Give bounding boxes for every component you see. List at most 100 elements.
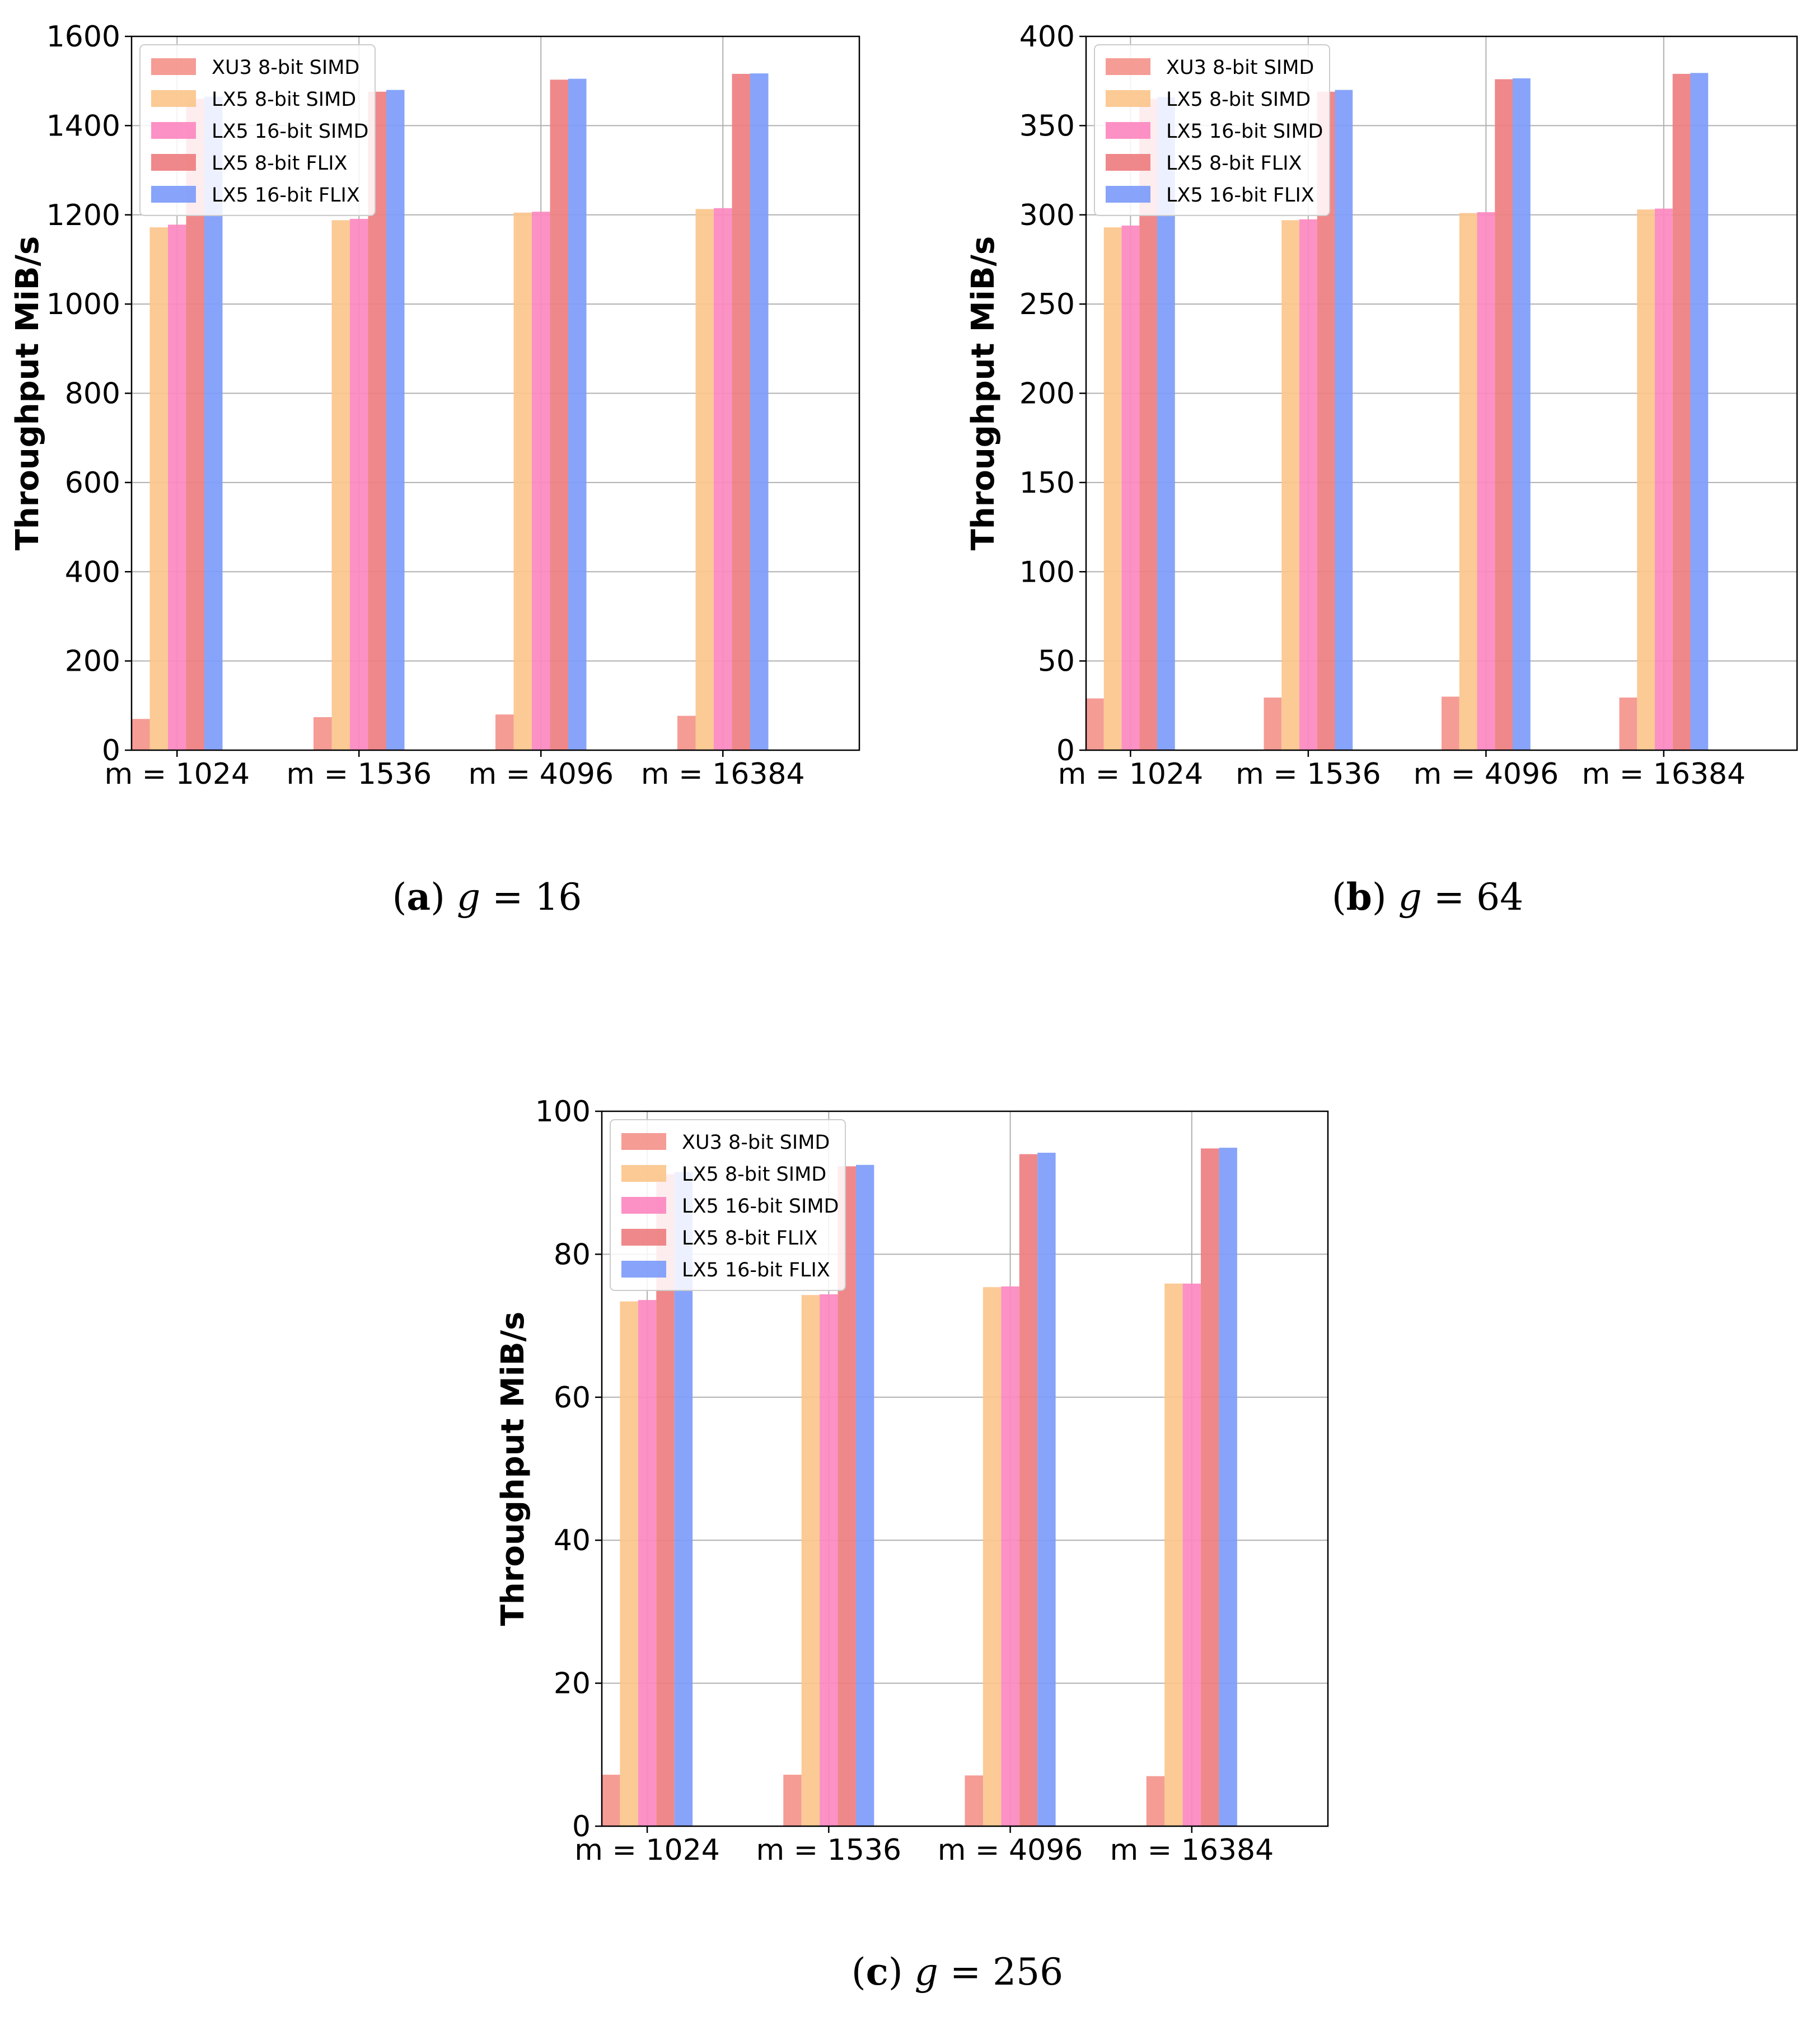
chart-b-caption-value: = 64 [1422, 876, 1523, 919]
chart-b-bar [1335, 90, 1353, 750]
chart-b-bar [1477, 212, 1495, 750]
chart-c-ytick-label: 20 [554, 1667, 591, 1701]
chart-a-ytick-label: 800 [65, 377, 120, 411]
chart-a-caption-var: g [457, 876, 480, 919]
chart-b-ytick-label: 250 [1019, 288, 1075, 321]
chart-c-bar [1201, 1148, 1219, 1826]
chart-a-bar [513, 212, 532, 750]
chart-b-bar [1459, 213, 1477, 750]
chart-b-bar [1513, 78, 1531, 750]
chart-a-bar [532, 212, 550, 750]
chart-c-bar [982, 1287, 1002, 1826]
chart-b-caption-var: g [1398, 876, 1422, 919]
chart-a-legend-label: LX5 8-bit FLIX [212, 152, 348, 175]
chart-b-ytick-label: 0 [1056, 734, 1075, 768]
chart-b-legend-swatch [1106, 122, 1150, 139]
chart-b-legend-label: LX5 16-bit FLIX [1166, 184, 1314, 207]
chart-c-bar [855, 1164, 874, 1826]
chart-b-bar [1672, 73, 1691, 750]
chart-b-xtick-label: m = 1024 [1058, 757, 1204, 791]
chart-c-bar [820, 1294, 838, 1826]
chart-b: 0 50 100 150 200 250 300 350 400 m = 1024 m = 1536… [965, 20, 1798, 919]
chart-c-legend: XU3 8-bit SIMD LX5 8-bit SIMD LX5 16-bit S… [610, 1119, 846, 1291]
chart-a-ylabel: Throughput MiB/s [10, 236, 46, 551]
chart-b-legend-label: LX5 16-bit SIMD [1166, 120, 1323, 143]
chart-b-legend-label: LX5 8-bit SIMD [1166, 88, 1311, 111]
chart-b-ylabel: Throughput MiB/s [965, 236, 1002, 551]
chart-a-xtick-label: m = 16384 [641, 757, 805, 791]
chart-b-xtick-label: m = 1536 [1236, 757, 1381, 791]
chart-a-ytick-label: 1200 [46, 199, 120, 232]
chart-a-bar [495, 714, 514, 750]
chart-b-legend-swatch [1106, 186, 1150, 203]
chart-c-legend-label: LX5 16-bit FLIX [682, 1259, 830, 1281]
chart-a-caption-letter: a [406, 875, 431, 919]
chart-b-xtick-label: m = 4096 [1414, 757, 1559, 791]
chart-c-caption-close: ) [888, 1950, 915, 1994]
chart-a-bar [714, 208, 732, 750]
chart-a-bar [350, 218, 368, 750]
chart-b-caption-letter: b [1346, 875, 1372, 919]
chart-a-legend-swatch [151, 122, 196, 139]
chart-a-legend-label: LX5 16-bit FLIX [212, 184, 360, 207]
chart-a-bar [677, 715, 696, 750]
chart-b-bar [1619, 697, 1637, 750]
chart-c-legend-label: LX5 8-bit FLIX [682, 1227, 818, 1250]
chart-a-legend-swatch [151, 154, 196, 171]
chart-b-legend-frame [1094, 44, 1330, 216]
chart-a-legend-label: LX5 8-bit SIMD [212, 88, 356, 111]
chart-c-legend-swatch [621, 1229, 666, 1246]
chart-a-bar [732, 73, 750, 750]
chart-a-bar [550, 79, 568, 750]
chart-c-bar [602, 1775, 620, 1826]
chart-a-bar [695, 209, 714, 750]
chart-b-ytick-label: 150 [1019, 466, 1075, 500]
chart-b-bar [1442, 696, 1459, 750]
chart-b-ytick-label: 100 [1019, 555, 1075, 589]
chart-c-legend-swatch [621, 1165, 666, 1182]
chart-b-bar [1103, 227, 1122, 750]
chart-a-xtick-label: m = 4096 [468, 757, 614, 791]
chart-c-axes-frame [601, 1110, 1329, 1827]
chart-b-legend-swatch [1106, 154, 1150, 171]
chart-c-bar [1164, 1283, 1183, 1826]
chart-c-caption-var: g [915, 1950, 938, 1994]
chart-a-caption-open: ( [392, 876, 407, 919]
chart-a-ytick-label: 600 [65, 466, 120, 500]
chart-a-caption-value: = 16 [480, 876, 582, 919]
chart-c-xtick-label: m = 1024 [574, 1833, 720, 1867]
chart-a-legend-swatch [151, 186, 196, 203]
chart-c-caption-letter: c [866, 1950, 888, 1994]
chart-a-caption-close: ) [431, 876, 457, 919]
chart-c-legend-frame [610, 1119, 846, 1291]
chart-b-caption: (b) g = 64 [1332, 875, 1523, 919]
chart-a-ytick-label: 200 [65, 645, 120, 679]
chart-a-legend-label: XU3 8-bit SIMD [212, 57, 359, 79]
chart-b-bar [1495, 79, 1513, 750]
chart-c-bar [1001, 1286, 1019, 1826]
chart-c-caption: (c) g = 256 [851, 1950, 1063, 1994]
chart-a-legend-swatch [151, 90, 196, 107]
chart-b-ytick-label: 200 [1019, 377, 1075, 411]
chart-a-xtick-label: m = 1024 [104, 757, 250, 791]
chart-a-caption: (a) g = 16 [392, 875, 582, 919]
chart-c-bar [783, 1775, 802, 1826]
chart-b-ytick-label: 400 [1019, 20, 1075, 54]
chart-c-xtick-label: m = 4096 [938, 1833, 1083, 1867]
chart-a-ytick-label: 1000 [46, 288, 120, 321]
chart-b-xtick-label: m = 16384 [1582, 757, 1746, 791]
chart-a-ytick-label: 0 [102, 734, 120, 768]
chart-b-bar [1655, 208, 1673, 750]
chart-c-ytick-label: 60 [554, 1381, 591, 1415]
chart-c-ylabel: Throughput MiB/s [495, 1312, 531, 1626]
chart-a-legend-swatch [151, 58, 196, 75]
chart-b-legend-swatch [1106, 58, 1150, 75]
chart-c-xtick-label: m = 1536 [756, 1833, 902, 1867]
chart-c-bar [1219, 1148, 1237, 1826]
chart-c-caption-value: = 256 [938, 1950, 1063, 1994]
chart-c-caption-open: ( [851, 1950, 866, 1994]
chart-a-bar [149, 227, 168, 750]
chart-c-ytick-label: 40 [554, 1524, 591, 1557]
chart-c-bar [1019, 1154, 1038, 1826]
